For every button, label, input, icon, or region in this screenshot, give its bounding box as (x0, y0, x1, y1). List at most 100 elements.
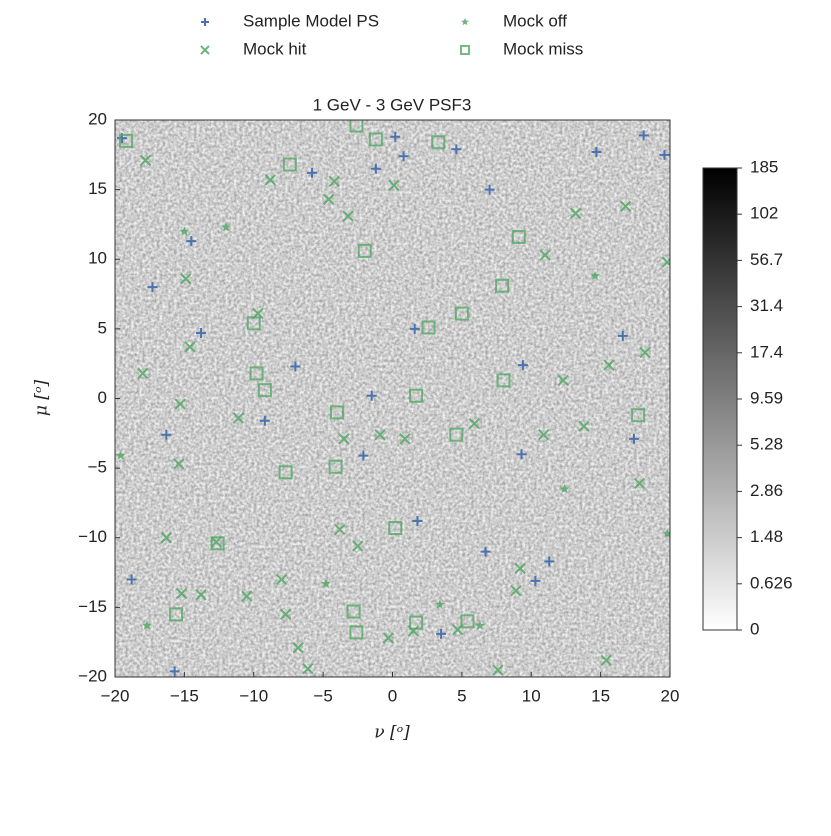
star-marker (142, 620, 152, 630)
square-marker (421, 320, 436, 335)
plus-marker (201, 18, 209, 26)
y-tick-label: 0 (98, 388, 107, 407)
square-marker (495, 278, 510, 293)
x-tick-label: 15 (591, 686, 610, 705)
y-tick-label: −20 (78, 666, 107, 685)
x-tick-label: 20 (661, 686, 680, 705)
colorbar-tick-label: 102 (750, 204, 778, 223)
square-marker (210, 536, 225, 551)
plus-marker (370, 163, 381, 174)
x-marker (342, 210, 354, 222)
square-marker (409, 388, 424, 403)
x-marker (180, 273, 192, 285)
x-tick-label: 10 (522, 686, 541, 705)
plus-marker (366, 390, 377, 401)
x-marker (279, 608, 292, 621)
square-marker (368, 132, 383, 147)
x-tick-label: 5 (457, 686, 466, 705)
x-marker (374, 428, 386, 441)
x-marker (352, 540, 364, 552)
plus-marker (398, 151, 409, 162)
plus-marker (390, 131, 401, 142)
plus-marker (516, 449, 527, 460)
colorbar-tick-label: 5.28 (750, 435, 783, 454)
x-marker (538, 428, 550, 441)
square-marker (511, 229, 526, 244)
y-tick-label: 5 (98, 318, 107, 337)
plus-marker (544, 556, 555, 567)
legend-label: Mock off (503, 11, 567, 30)
plus-marker (290, 361, 301, 372)
plus-marker (358, 450, 369, 461)
y-tick-label: 20 (88, 109, 107, 128)
square-marker (282, 157, 297, 172)
y-tick-label: −15 (78, 597, 107, 616)
colorbar-tick-label: 185 (750, 157, 778, 176)
x-marker (633, 477, 646, 490)
x-marker (175, 587, 188, 600)
x-axis-label: ν [ᵒ] (374, 723, 410, 743)
plus-marker (186, 236, 197, 247)
x-marker (539, 249, 551, 261)
plus-marker (530, 575, 541, 586)
x-marker (557, 374, 569, 387)
chart-title: 1 GeV - 3 GeV PSF3 (313, 95, 472, 114)
x-marker (137, 367, 149, 380)
square-marker (388, 521, 403, 536)
y-tick-label: −10 (78, 527, 107, 546)
plus-marker (484, 184, 495, 195)
star-marker (475, 620, 485, 630)
plus-marker (480, 546, 491, 557)
plus-marker (617, 330, 628, 341)
star-marker (590, 271, 600, 280)
colorbar-tick-label: 0 (750, 619, 759, 638)
colorbar-tick-label: 17.4 (750, 342, 783, 361)
x-marker (139, 154, 152, 167)
x-marker (328, 175, 340, 187)
colorbar (702, 167, 738, 631)
plus-marker (307, 167, 318, 178)
square-marker (460, 45, 470, 55)
y-tick-label: −5 (88, 458, 107, 477)
x-marker (232, 412, 245, 424)
square-marker (449, 427, 464, 442)
square-marker (460, 614, 475, 629)
x-marker (600, 654, 612, 666)
plus-marker (126, 574, 137, 585)
x-marker (264, 174, 277, 186)
star-marker (461, 18, 469, 26)
square-marker (409, 615, 424, 630)
x-marker (603, 359, 615, 371)
x-marker (210, 536, 222, 548)
square-marker (357, 243, 372, 258)
colorbar-tick-label: 2.86 (750, 481, 783, 500)
colorbar-tick-label: 56.7 (750, 250, 783, 269)
square-marker (328, 459, 343, 474)
x-tick-label: −15 (170, 686, 199, 705)
x-marker (184, 341, 196, 353)
x-marker (639, 346, 651, 359)
y-tick-label: 10 (88, 249, 107, 268)
y-axis-label: μ [ᵒ] (32, 380, 52, 417)
colorbar-tick-label: 9.59 (750, 388, 783, 407)
plus-marker (259, 415, 270, 426)
x-marker (241, 590, 253, 602)
x-marker (619, 200, 632, 213)
x-marker (173, 458, 185, 470)
x-marker (569, 207, 582, 220)
colorbar-tick-label: 1.48 (750, 527, 783, 546)
x-marker (492, 664, 504, 676)
star-marker (559, 484, 570, 494)
plus-marker (196, 328, 207, 339)
x-marker (510, 584, 522, 597)
x-marker (661, 256, 670, 268)
square-marker (249, 366, 264, 381)
square-marker (169, 607, 184, 622)
x-marker (338, 433, 350, 445)
x-marker (334, 523, 346, 536)
plus-marker (147, 282, 158, 293)
x-marker (292, 642, 304, 654)
plus-marker (638, 130, 649, 141)
colorbar-tick-label: 0.626 (750, 573, 793, 592)
